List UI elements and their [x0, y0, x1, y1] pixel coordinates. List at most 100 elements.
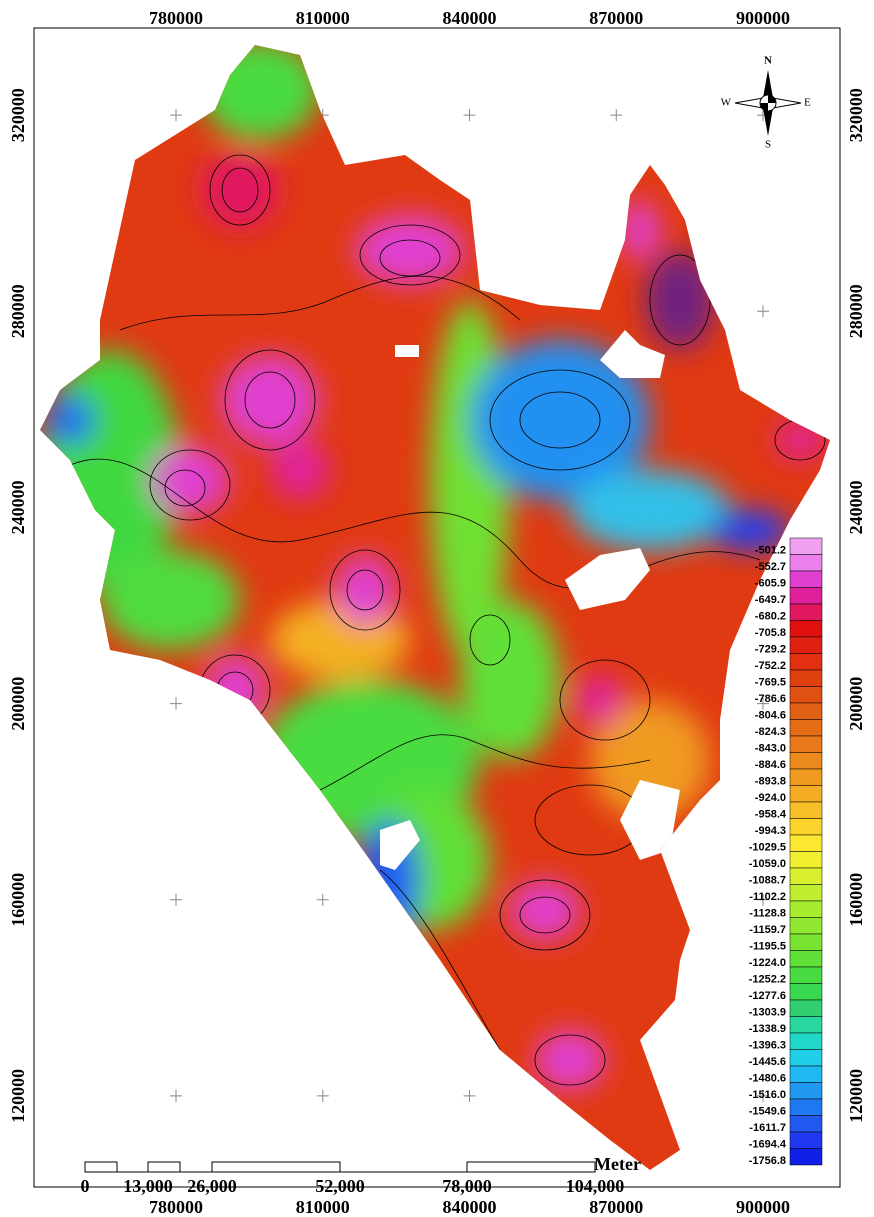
legend-swatch — [790, 786, 822, 803]
legend-label: -1128.8 — [749, 907, 786, 919]
surface-map — [0, 0, 874, 1217]
legend-swatch — [790, 1149, 822, 1166]
x-tick-label-top: 810000 — [296, 8, 350, 28]
legend-label: -1549.6 — [749, 1105, 786, 1117]
legend-label: -605.9 — [755, 577, 786, 589]
legend-label: -958.4 — [755, 808, 787, 820]
scale-label: 52,000 — [315, 1176, 365, 1196]
legend-label: -729.2 — [755, 643, 786, 655]
legend-swatch — [790, 703, 822, 720]
y-tick-label-left: 280000 — [8, 284, 28, 338]
legend-label: -649.7 — [755, 594, 786, 606]
legend-label: -1252.2 — [749, 973, 786, 985]
legend-swatch — [790, 571, 822, 588]
legend-label: -1102.2 — [749, 891, 786, 903]
y-tick-label-left: 160000 — [8, 873, 28, 927]
grid-cross — [170, 109, 182, 121]
legend-swatch — [790, 951, 822, 968]
x-tick-label-bottom: 810000 — [296, 1197, 350, 1217]
x-tick-label-top: 840000 — [443, 8, 497, 28]
scale-label: 104,000 — [566, 1176, 625, 1196]
legend-swatch — [790, 1033, 822, 1050]
legend-swatch — [790, 555, 822, 572]
legend-label: -1516.0 — [749, 1089, 786, 1101]
x-tick-label-top: 780000 — [149, 8, 203, 28]
grid-cross — [170, 1090, 182, 1102]
legend-swatch — [790, 736, 822, 753]
y-tick-label-right: 320000 — [846, 88, 866, 142]
x-tick-label-bottom: 840000 — [443, 1197, 497, 1217]
legend-swatch — [790, 769, 822, 786]
legend-swatch — [790, 885, 822, 902]
y-tick-label-right: 240000 — [846, 480, 866, 534]
legend-swatch — [790, 967, 822, 984]
legend-swatch — [790, 588, 822, 605]
legend-swatch — [790, 1050, 822, 1067]
legend-label: -1338.9 — [749, 1023, 786, 1035]
grid-cross — [464, 1090, 476, 1102]
legend-label: -752.2 — [755, 660, 786, 672]
grid-cross — [170, 894, 182, 906]
legend-label: -1277.6 — [749, 990, 786, 1002]
y-tick-label-left: 200000 — [8, 677, 28, 731]
legend-label: -924.0 — [755, 792, 786, 804]
legend-label: -552.7 — [755, 561, 786, 573]
y-tick-label-left: 320000 — [8, 88, 28, 142]
legend-swatch — [790, 538, 822, 555]
x-tick-label-top: 900000 — [736, 8, 790, 28]
legend-label: -1396.3 — [749, 1039, 786, 1051]
scale-bar-line — [85, 1162, 595, 1172]
legend-swatch — [790, 918, 822, 935]
scale-label: 26,000 — [187, 1176, 237, 1196]
legend-label: -1088.7 — [749, 874, 786, 886]
legend-label: -804.6 — [755, 709, 786, 721]
legend-swatch — [790, 852, 822, 869]
legend-swatch — [790, 1132, 822, 1149]
legend-label: -501.2 — [755, 544, 786, 556]
grid-cross — [170, 698, 182, 710]
x-tick-label-bottom: 870000 — [589, 1197, 643, 1217]
legend-label: -1224.0 — [749, 957, 786, 969]
legend-swatch — [790, 637, 822, 654]
legend-label: -769.5 — [755, 676, 786, 688]
legend-swatch — [790, 984, 822, 1001]
grid-cross — [464, 109, 476, 121]
legend-swatch — [790, 934, 822, 951]
legend-swatch — [790, 1017, 822, 1034]
scale-label: 13,000 — [123, 1176, 173, 1196]
legend-swatch — [790, 802, 822, 819]
legend-label: -1303.9 — [749, 1006, 786, 1018]
legend-swatch — [790, 819, 822, 836]
y-tick-label-left: 240000 — [8, 480, 28, 534]
legend-label: -893.8 — [755, 775, 786, 787]
legend-label: -824.3 — [755, 726, 786, 738]
x-tick-label-bottom: 900000 — [736, 1197, 790, 1217]
map-figure: N S E W -501.2 -552.7 -605.9 -649.7 -680.2 -7… — [0, 0, 874, 1217]
legend-label: -705.8 — [755, 627, 786, 639]
scale-label: 78,000 — [442, 1176, 492, 1196]
compass-rose: N S E W — [721, 55, 811, 151]
legend-label: -884.6 — [755, 759, 786, 771]
legend-swatch — [790, 835, 822, 852]
y-tick-label-right: 120000 — [846, 1069, 866, 1123]
legend-swatch — [790, 1099, 822, 1116]
compass-south: S — [765, 139, 771, 151]
legend-swatch — [790, 687, 822, 704]
legend-label: -1059.0 — [749, 858, 786, 870]
y-tick-label-left: 120000 — [8, 1069, 28, 1123]
legend-label: -1756.8 — [749, 1155, 786, 1167]
compass-west: W — [721, 97, 732, 109]
grid-cross — [757, 305, 769, 317]
legend-label: -1445.6 — [749, 1056, 786, 1068]
legend-swatch — [790, 1000, 822, 1017]
legend-label: -1480.6 — [749, 1072, 786, 1084]
legend-swatch — [790, 1083, 822, 1100]
legend-swatch — [790, 720, 822, 737]
compass-north: N — [764, 55, 772, 67]
grid-cross — [317, 1090, 329, 1102]
legend-swatch — [790, 654, 822, 671]
legend-label: -1159.7 — [749, 924, 786, 936]
legend-label: -680.2 — [755, 610, 786, 622]
legend-swatch — [790, 868, 822, 885]
